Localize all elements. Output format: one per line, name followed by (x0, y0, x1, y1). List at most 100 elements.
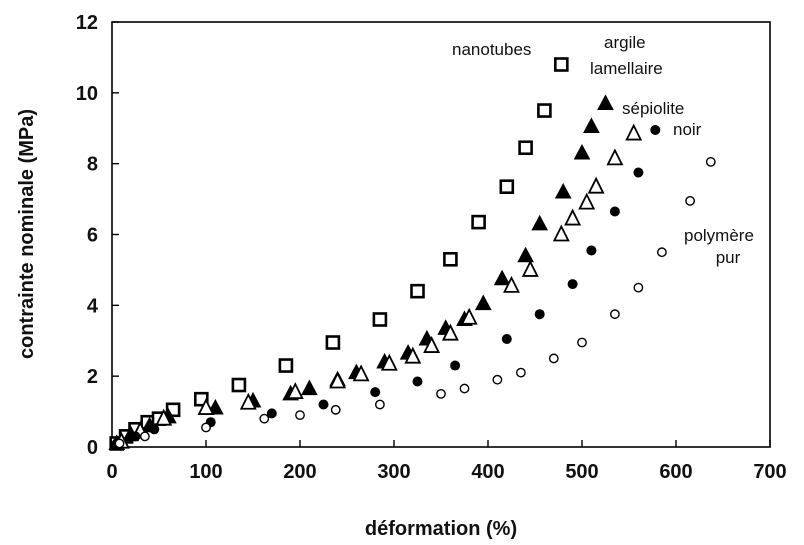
data-point-noir (130, 431, 141, 442)
data-point-s-piolite (503, 275, 520, 293)
data-point-polym-re-pur (459, 383, 470, 394)
y-tick-label: 4 (87, 295, 99, 317)
plot-frame (111, 21, 771, 448)
data-point-noir (650, 125, 661, 136)
data-point-argile-lamellaire (517, 246, 534, 263)
data-point-s-piolite (239, 392, 257, 410)
data-point-polym-re-pur (685, 195, 695, 206)
data-point-nanotubes (278, 358, 294, 373)
data-point-polym-re-pur (492, 374, 503, 385)
data-point-nanotubes (231, 377, 247, 393)
data-point-polym-re-pur (657, 247, 667, 258)
data-point-nanotubes (325, 335, 341, 350)
data-point-argile-lamellaire (301, 379, 318, 396)
data-point-nanotubes (518, 140, 533, 156)
annotation-argile: argile (604, 33, 646, 52)
data-point-polym-re-pur (374, 399, 385, 410)
data-point-noir (586, 245, 597, 256)
data-point-s-piolite (521, 259, 539, 277)
data-point-polym-re-pur (330, 404, 341, 415)
data-point-argile-lamellaire (554, 182, 572, 199)
data-point-polym-re-pur (705, 156, 716, 167)
data-point-polym-re-pur (633, 282, 644, 293)
data-point-nanotubes (443, 251, 458, 267)
y-tick-label: 6 (87, 225, 98, 247)
data-point-nanotubes (410, 283, 425, 299)
data-point-argile-lamellaire (493, 269, 511, 286)
x-tick-label: 200 (283, 461, 316, 483)
data-point-polym-re-pur (114, 438, 125, 449)
x-tick-label: 0 (106, 461, 117, 483)
data-point-polym-re-pur (548, 353, 559, 364)
data-point-noir (318, 399, 329, 410)
x-axis: 0 100 200 300 400 500 600 700 (106, 440, 787, 483)
data-point-polym-re-pur (295, 410, 305, 421)
y-axis-title: contrainte nominale (MPa) (16, 109, 38, 359)
y-tick-label: 10 (76, 83, 98, 105)
data-point-noir (450, 360, 461, 371)
data-point-s-piolite (404, 346, 422, 364)
data-point-argile-lamellaire (573, 143, 591, 160)
y-tick-label: 12 (76, 12, 98, 34)
x-tick-label: 100 (189, 461, 222, 483)
data-point-polym-re-pur (201, 422, 211, 433)
data-point-noir (370, 387, 381, 398)
data-point-polym-re-pur (259, 413, 270, 424)
x-axis-title: déformation (%) (365, 518, 517, 540)
data-point-s-piolite (352, 364, 370, 382)
plot-area (111, 21, 771, 448)
data-point-polym-re-pur (577, 337, 587, 348)
data-point-noir (266, 408, 277, 419)
data-point-s-piolite (286, 382, 304, 400)
data-point-polym-re-pur (436, 388, 446, 399)
data-point-s-piolite (587, 176, 605, 194)
data-point-s-piolite (578, 192, 596, 210)
data-point-nanotubes (471, 214, 486, 230)
annotation-nanotubes: nanotubes (452, 40, 531, 59)
x-tick-label: 700 (753, 461, 786, 483)
x-tick-label: 500 (565, 461, 598, 483)
data-point-noir (501, 333, 512, 344)
data-point-s-piolite (552, 224, 570, 242)
data-point-s-piolite (606, 148, 624, 166)
annotation-noir: noir (673, 120, 702, 139)
data-point-argile-lamellaire (583, 117, 600, 133)
data-point-argile-lamellaire (531, 214, 549, 231)
annotation-polymere: polymère (684, 226, 754, 245)
data-point-noir (633, 167, 644, 178)
data-point-noir (609, 206, 620, 217)
x-tick-label: 400 (471, 461, 504, 483)
y-axis: 0 2 4 6 8 10 12 (76, 12, 119, 459)
data-point-argile-lamellaire (474, 294, 492, 311)
data-points (108, 57, 716, 451)
data-point-noir (149, 424, 160, 435)
data-point-s-piolite (380, 353, 398, 371)
data-point-s-piolite (564, 208, 582, 226)
data-point-s-piolite (441, 323, 459, 341)
annotation-pur: pur (716, 248, 741, 267)
x-tick-label: 300 (377, 461, 410, 483)
annotation-sepiolite: sépiolite (622, 99, 684, 118)
x-tick-label: 600 (659, 461, 692, 483)
y-tick-label: 2 (87, 366, 98, 388)
y-tick-label: 8 (87, 154, 98, 176)
data-point-noir (567, 279, 578, 290)
data-point-s-piolite (329, 371, 347, 389)
data-point-nanotubes (372, 312, 388, 327)
data-point-argile-lamellaire (597, 94, 614, 110)
annotation-lamellaire: lamellaire (590, 59, 663, 78)
data-point-s-piolite (625, 123, 643, 141)
data-point-polym-re-pur (516, 367, 526, 378)
data-point-polym-re-pur (610, 309, 620, 320)
data-point-s-piolite (155, 408, 173, 426)
data-point-s-piolite (423, 336, 441, 353)
data-point-s-piolite (197, 398, 215, 415)
data-point-noir (412, 376, 423, 387)
data-point-s-piolite (460, 307, 478, 325)
data-point-nanotubes (554, 57, 569, 72)
data-point-polym-re-pur (139, 431, 150, 442)
y-tick-label: 0 (87, 437, 98, 459)
data-point-nanotubes (499, 179, 515, 194)
data-point-nanotubes (537, 103, 552, 118)
